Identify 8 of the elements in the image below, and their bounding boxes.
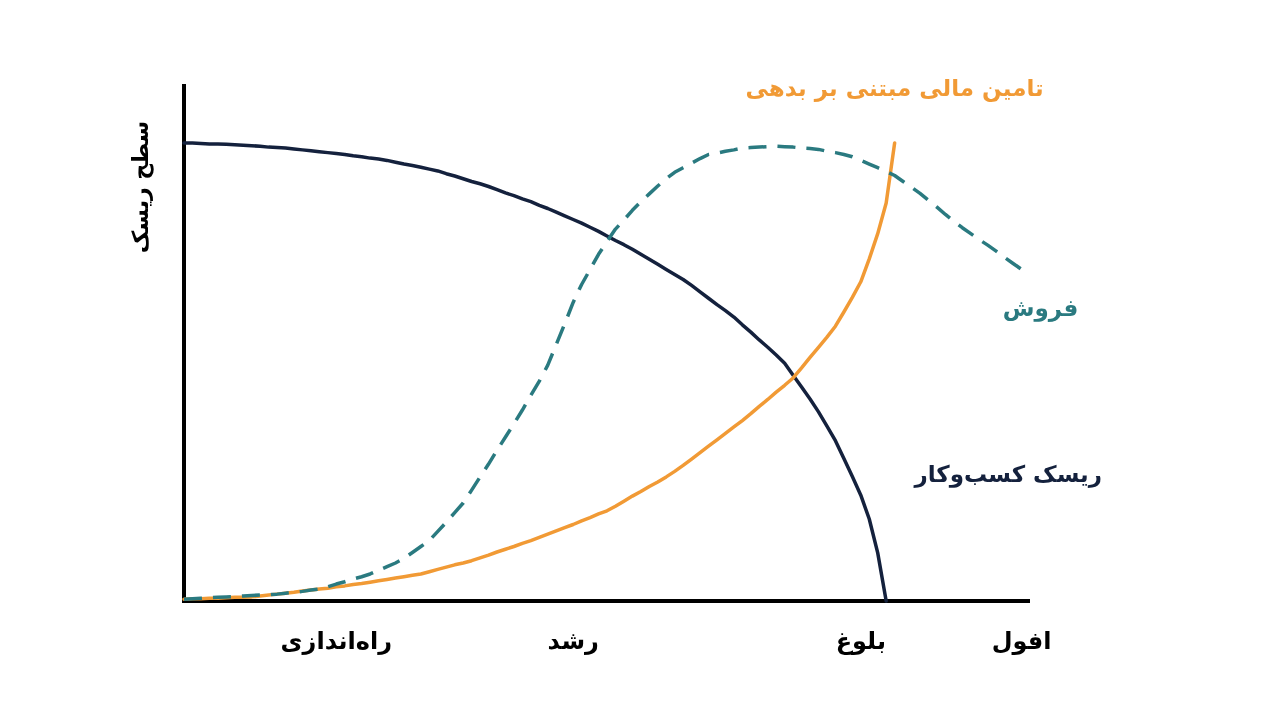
series-name: تامین مالی مبتنی بر بدهی <box>745 75 1044 101</box>
x-tick-label: رشد <box>547 627 599 655</box>
x-tick-label: راه‌اندازی <box>280 627 392 655</box>
series-name: فروش <box>1002 295 1079 322</box>
x-tick-label: افول <box>991 627 1052 655</box>
y-axis-title: سطح ریسک <box>127 120 153 254</box>
x-tick-label: بلوغ <box>835 627 886 655</box>
series-name: ریسک کسب‌وکار <box>914 461 1102 487</box>
